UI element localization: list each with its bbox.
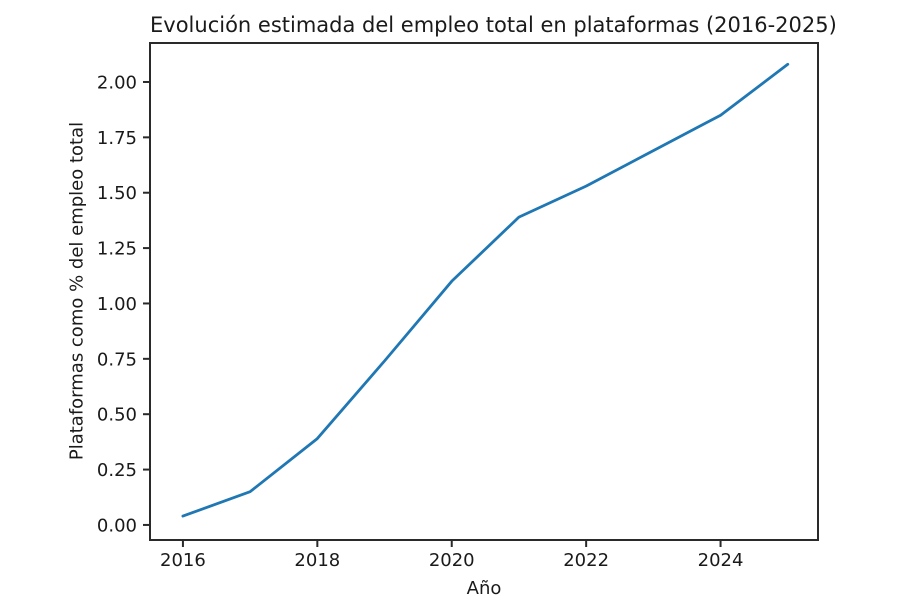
y-tick-label: 1.75 [97,128,137,149]
y-tick-label: 1.50 [97,183,137,204]
y-tick-label: 0.25 [97,460,137,481]
y-tick-label: 0.00 [97,515,137,536]
x-tick-label: 2024 [698,550,744,571]
chart-title: Evolución estimada del empleo total en p… [150,13,837,37]
x-tick-label: 2018 [294,550,340,571]
y-tick-label: 0.50 [97,405,137,426]
x-axis-label: Año [466,578,502,599]
x-tick-label: 2020 [429,550,475,571]
y-tick-label: 2.00 [97,72,137,93]
y-tick-label: 0.75 [97,349,137,370]
plot-background [150,43,818,540]
data-series-line [181,62,790,518]
y-tick-label: 1.00 [97,294,137,315]
y-tick-label: 1.25 [97,239,137,260]
x-tick-label: 2022 [563,550,609,571]
plot-border [149,42,819,541]
x-tick-label: 2016 [160,550,206,571]
